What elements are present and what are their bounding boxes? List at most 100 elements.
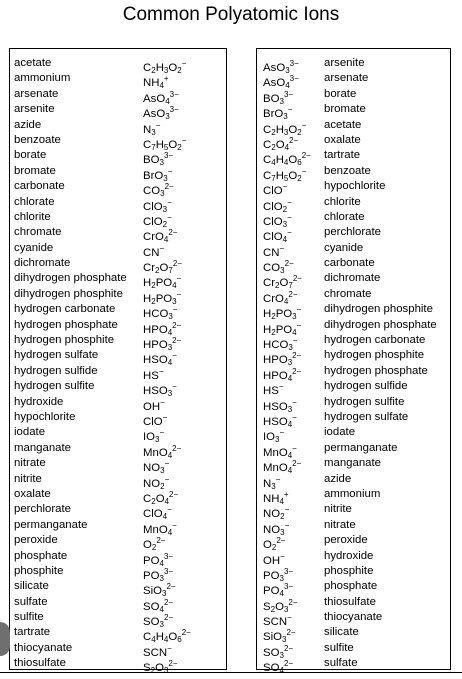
ion-formula: ClO4− [143, 505, 172, 522]
table-row: benzoate C7H5O2− [257, 164, 450, 183]
ion-name: acetate [14, 57, 52, 69]
ion-formula: HSO4− [263, 412, 297, 429]
table-row: peroxide O22− [257, 533, 450, 552]
table-row: arsenate AsO43− [257, 71, 450, 90]
table-row: sulfate SO42− [257, 656, 450, 675]
ion-formula: MnO42− [143, 443, 182, 460]
ion-formula: SCN− [143, 643, 172, 659]
ion-name: iodate [14, 426, 46, 439]
table-row: hydrogen phosphite HPO32− [257, 348, 450, 367]
ion-name: dichromate [14, 257, 71, 270]
ion-name: arsenite [14, 103, 55, 116]
table-row: phosphite PO33− [10, 564, 226, 583]
ion-formula: SiO32− [263, 628, 296, 645]
table-row: hypochlorite ClO− [10, 410, 226, 428]
table-row: carbonate CO32− [257, 256, 450, 275]
ions-by-formula-rows: arsenite AsO33− arsenate AsO43− borate BO33− b… [257, 56, 450, 675]
ion-formula: SiO32− [143, 582, 176, 599]
ion-formula: SO42− [263, 659, 294, 676]
ion-formula: HPO42− [263, 366, 302, 383]
ion-name: phosphite [324, 564, 374, 577]
ions-by-formula-table: arsenite AsO33− arsenate AsO43− borate BO33− b… [256, 48, 451, 675]
ion-name: thiosulfate [324, 595, 376, 608]
ion-name: sulfate [14, 595, 48, 608]
table-row: silicate SiO32− [10, 579, 226, 598]
ion-name: carbonate [324, 257, 375, 270]
ion-name: hydrogen sulfide [14, 364, 98, 377]
table-row: azide N3− [257, 472, 450, 491]
ion-formula: ClO− [143, 412, 168, 428]
ion-name: azide [14, 118, 42, 131]
ion-name: iodate [324, 426, 356, 439]
table-row: ammonium NH4+ [257, 487, 450, 506]
ion-name: cyanide [324, 241, 364, 254]
ion-name: hypochlorite [14, 410, 76, 423]
ion-formula: ClO4− [263, 228, 292, 245]
table-row: peroxide O22− [10, 533, 226, 552]
ion-name: phosphate [14, 549, 68, 562]
ion-name: nitrite [324, 503, 352, 516]
ion-formula: NO2− [143, 474, 170, 491]
table-row: hypochlorite ClO− [257, 179, 450, 197]
table-row: phosphate PO43− [10, 549, 226, 568]
table-row: tartrate C4H4O62− [10, 625, 226, 644]
ion-formula: C4H4O62− [263, 151, 311, 168]
ion-name: sulfate [324, 657, 358, 670]
table-row: iodate IO3− [257, 425, 450, 444]
ion-name: carbonate [14, 180, 65, 193]
table-row: chromate CrO42− [10, 225, 226, 244]
table-row: chlorate ClO3− [10, 195, 226, 214]
ions-by-name-rows: acetate C2H3O2− ammonium NH4+ arsenate AsO43−… [10, 56, 226, 675]
ion-name: cyanide [14, 241, 54, 254]
ion-name: tartrate [14, 626, 51, 639]
ion-formula: C2O42− [143, 489, 179, 506]
ion-name: hypochlorite [324, 180, 386, 193]
ion-formula: C2O42− [263, 135, 299, 152]
ion-name: hydrogen sulfate [14, 349, 99, 362]
ion-name: manganate [14, 441, 71, 454]
ion-name: hydrogen phosphate [14, 318, 118, 331]
ion-name: thiocyanate [14, 641, 73, 654]
ion-formula: MnO4− [263, 443, 297, 460]
ion-formula: CO32− [263, 259, 294, 276]
ion-formula: SO32− [143, 613, 174, 630]
ion-name: azide [324, 472, 352, 485]
table-row: nitrate NO3− [10, 456, 226, 475]
table-row: hydrogen carbonate HCO3− [10, 302, 226, 321]
ion-formula: BO33− [143, 151, 174, 168]
table-row: phosphite PO33− [257, 564, 450, 583]
ion-name: ammonium [14, 72, 71, 85]
ion-formula: BrO3− [143, 166, 173, 183]
ion-formula: H2PO3− [263, 305, 302, 322]
table-row: hydrogen phosphate HPO42− [10, 318, 226, 337]
ion-formula: NO3− [263, 520, 290, 537]
ion-formula: AsO43− [143, 89, 179, 106]
table-row: hydroxide OH− [10, 395, 226, 413]
table-row: thiosulfate S2O32− [10, 656, 226, 675]
scroll-handle[interactable] [0, 622, 10, 656]
ion-name: hydrogen sulfite [324, 395, 405, 408]
ion-formula: Cr2O72− [263, 274, 302, 291]
table-row: dihydrogen phosphite H2PO3− [10, 287, 226, 306]
table-row: chromate CrO42− [257, 287, 450, 306]
ion-name: benzoate [14, 133, 61, 146]
ion-formula: SO32− [263, 643, 294, 660]
table-row: acetate C2H3O2− [10, 56, 226, 75]
table-row: sulfate SO42− [10, 595, 226, 614]
table-row: carbonate CO32− [10, 179, 226, 198]
ion-name: arsenite [324, 57, 365, 69]
table-row: nitrite NO2− [10, 472, 226, 491]
ion-name: arsenate [324, 72, 369, 85]
ion-name: borate [14, 149, 47, 162]
ion-formula: AsO33− [263, 59, 299, 75]
ion-name: peroxide [324, 534, 368, 547]
table-row: phosphate PO43− [257, 579, 450, 598]
ion-name: chromate [324, 287, 372, 300]
ion-name: hydrogen carbonate [14, 303, 116, 316]
ion-name: nitrite [14, 472, 42, 485]
ion-formula: N3− [143, 120, 161, 137]
ion-formula: HS− [263, 382, 284, 398]
ion-name: dihydrogen phosphate [324, 318, 437, 331]
ion-formula: ClO3− [143, 197, 172, 214]
ion-name: oxalate [14, 487, 51, 500]
